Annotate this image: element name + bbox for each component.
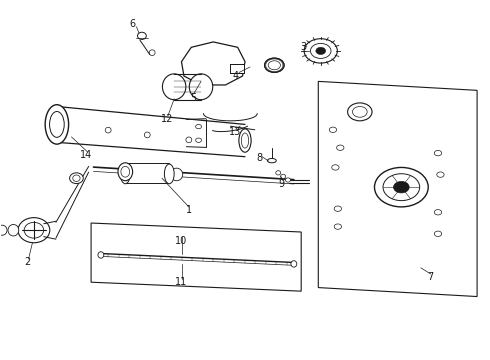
Text: 1: 1 (186, 206, 192, 216)
Ellipse shape (286, 178, 291, 182)
Ellipse shape (0, 225, 7, 235)
Text: 7: 7 (428, 272, 434, 282)
Ellipse shape (171, 168, 183, 181)
Ellipse shape (121, 164, 130, 184)
Text: 13: 13 (229, 127, 242, 136)
Ellipse shape (146, 167, 158, 179)
Ellipse shape (189, 74, 213, 100)
Text: 5: 5 (191, 93, 197, 103)
Ellipse shape (316, 47, 326, 54)
Ellipse shape (239, 129, 251, 152)
Ellipse shape (18, 218, 50, 243)
Text: 11: 11 (175, 277, 188, 287)
Bar (125, 163, 169, 183)
Text: 4: 4 (232, 71, 238, 81)
Ellipse shape (45, 105, 69, 144)
Text: 2: 2 (24, 257, 31, 267)
Ellipse shape (196, 125, 201, 129)
Ellipse shape (291, 261, 297, 267)
Ellipse shape (124, 165, 136, 178)
Ellipse shape (196, 138, 201, 142)
Ellipse shape (164, 164, 174, 184)
Text: 12: 12 (161, 114, 173, 124)
Ellipse shape (24, 222, 44, 238)
Text: 9: 9 (279, 179, 285, 189)
Ellipse shape (98, 252, 104, 258)
Text: 6: 6 (129, 19, 136, 29)
Polygon shape (181, 42, 245, 85)
Ellipse shape (8, 225, 19, 236)
Ellipse shape (276, 171, 281, 175)
Bar (230, 64, 244, 73)
Ellipse shape (70, 173, 83, 184)
Ellipse shape (49, 112, 64, 137)
Text: 8: 8 (257, 153, 263, 163)
Text: 14: 14 (80, 150, 92, 160)
Ellipse shape (393, 181, 409, 193)
Text: 3: 3 (300, 42, 307, 52)
Ellipse shape (281, 174, 286, 179)
Ellipse shape (118, 163, 133, 181)
Ellipse shape (268, 158, 276, 163)
Ellipse shape (162, 74, 186, 100)
Text: 10: 10 (175, 236, 188, 246)
